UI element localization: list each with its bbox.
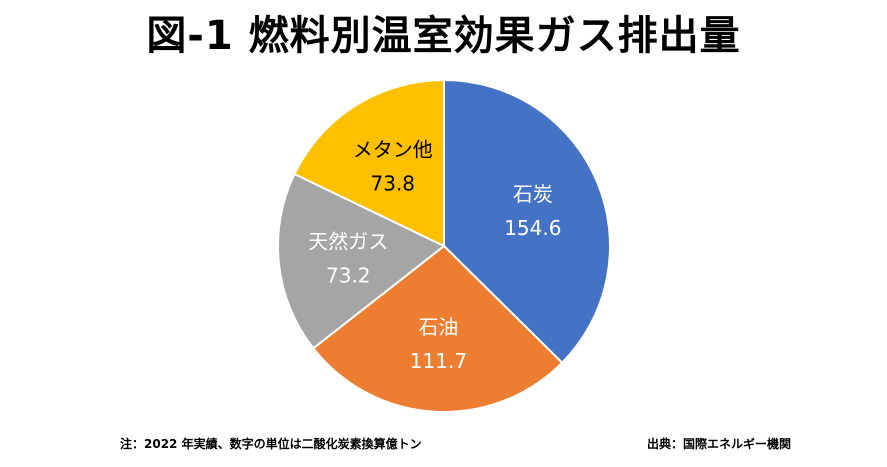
slice-value-label-1: 111.7 [410, 349, 467, 373]
pie-labels: 石炭 154.6 石油 111.7 天然ガス 73.2 メタン他 73.8 [308, 137, 561, 373]
slice-name-label-0: 石炭 [513, 182, 553, 206]
slice-name-label-1: 石油 [418, 315, 458, 339]
slice-value-label-2: 73.2 [326, 263, 371, 287]
slice-name-label-3: メタン他 [353, 137, 433, 161]
pie-slice-1 [311, 244, 564, 413]
footnote-source: 出典：国際エネルギー機関 [646, 437, 791, 451]
pie-slice-2 [277, 172, 446, 350]
slice-name-label-2: 天然ガス [308, 229, 388, 253]
slice-value-label-3: 73.8 [371, 171, 416, 195]
slice-value-label-0: 154.6 [504, 216, 561, 240]
pie-slice-0 [443, 78, 611, 365]
pie-slices [277, 78, 611, 413]
chart-title: 図-1 燃料別温室効果ガス排出量 [146, 13, 741, 59]
footnote-unit: 注：2022 年実績、数字の単位は二酸化炭素換算億トン [120, 437, 422, 451]
pie-slice-3 [293, 78, 445, 248]
